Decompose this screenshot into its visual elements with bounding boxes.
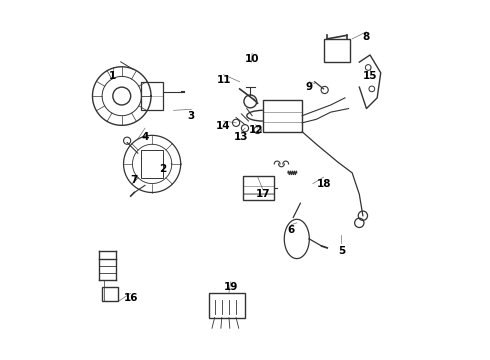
Text: 14: 14: [216, 121, 231, 131]
Bar: [102, 287, 118, 301]
Text: 9: 9: [306, 82, 313, 92]
Text: 18: 18: [317, 179, 331, 189]
Bar: [263, 100, 302, 132]
Text: 4: 4: [141, 132, 148, 142]
Text: 16: 16: [123, 293, 138, 303]
Text: 3: 3: [188, 111, 195, 121]
Text: 10: 10: [245, 54, 259, 64]
Text: 11: 11: [216, 75, 231, 85]
Text: 8: 8: [363, 32, 370, 42]
Text: 13: 13: [234, 132, 249, 142]
Text: 7: 7: [130, 175, 138, 185]
Text: 1: 1: [109, 71, 117, 81]
Text: 15: 15: [363, 71, 377, 81]
Bar: [142, 150, 163, 178]
Bar: [142, 82, 163, 111]
Text: 5: 5: [338, 247, 345, 256]
Text: 12: 12: [248, 125, 263, 135]
Bar: [209, 293, 245, 318]
Text: 6: 6: [288, 225, 295, 235]
Text: 19: 19: [223, 282, 238, 292]
Bar: [243, 176, 273, 200]
Text: 17: 17: [256, 189, 270, 199]
Bar: [323, 39, 350, 62]
Text: 2: 2: [159, 164, 167, 174]
